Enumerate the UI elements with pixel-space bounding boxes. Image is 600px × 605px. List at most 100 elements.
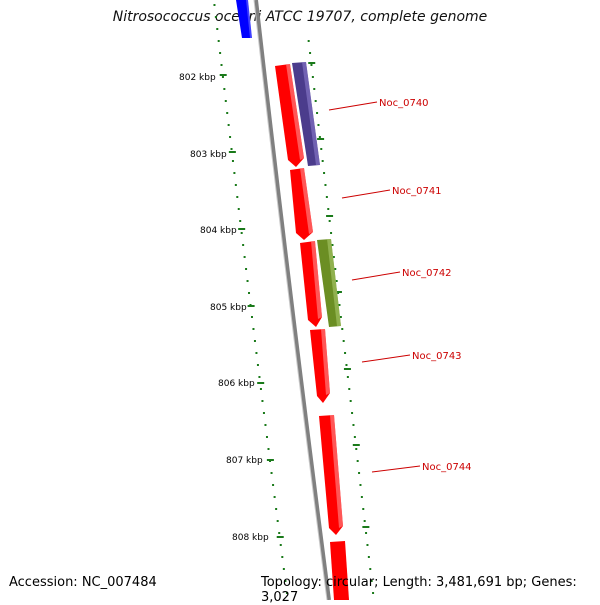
cds-highlight [311, 241, 322, 319]
ring-dot [372, 592, 375, 594]
tick-label: 806 kbp [218, 379, 255, 389]
ring-dot [324, 184, 327, 186]
ring-dot [351, 412, 354, 414]
reverse-cds-feature[interactable] [236, 0, 252, 38]
cds-highlight [330, 415, 343, 528]
genome-backbone [254, 0, 331, 600]
map-title: Nitrosococcus oceani ATCC 19707, complet… [112, 9, 488, 25]
tick-label: 807 kbp [226, 456, 263, 466]
ruler-dot [279, 544, 282, 546]
kbp-tick-mark [257, 382, 265, 384]
leader-line-noc-0741 [341, 189, 391, 199]
ruler-dot [278, 532, 281, 534]
cds-highlight [286, 64, 304, 160]
ruler-dot [252, 328, 255, 330]
gene-label[interactable]: Noc_0744 [422, 462, 472, 473]
ring-dot [313, 88, 316, 90]
kbp-tick-mark [238, 228, 246, 230]
gene-label[interactable]: Noc_0742 [402, 268, 452, 279]
ring-dot [342, 340, 345, 342]
ring-dot [327, 208, 330, 210]
gene-label[interactable]: Noc_0741 [392, 186, 442, 197]
gene-label[interactable]: Noc_0740 [379, 98, 429, 109]
ruler-dot [213, 4, 216, 6]
ring-dot [362, 508, 365, 510]
ruler-dot [261, 400, 264, 402]
cds-highlight [321, 329, 330, 395]
ring-dot [369, 568, 372, 570]
gene-label[interactable]: Noc_0743 [412, 351, 462, 362]
ruler-dot [214, 16, 217, 18]
ring-dot [360, 496, 363, 498]
ruler-dot [285, 592, 288, 594]
ring-dot [330, 232, 333, 234]
ring-dot [353, 436, 356, 438]
ruler-dot [234, 184, 237, 186]
cds-feature[interactable] [275, 64, 304, 167]
ring-dot [367, 556, 370, 558]
ring-tick-mark [334, 291, 342, 293]
leader-line-noc-0740 [328, 101, 378, 111]
ring-dot [365, 532, 368, 534]
ring-tick-mark [362, 526, 370, 528]
cds-feature[interactable] [319, 415, 343, 535]
ring-dot [323, 172, 326, 174]
genome-backbone-highlight [253, 0, 328, 600]
ring-dot [349, 400, 352, 402]
ruler-dot [219, 52, 222, 54]
ruler-dot [256, 364, 259, 366]
ruler-dot [270, 472, 273, 474]
ring-dot [335, 280, 338, 282]
ring-dot [331, 244, 334, 246]
ruler-dot [227, 124, 230, 126]
ruler-dot [240, 232, 243, 234]
ring-dot [310, 64, 313, 66]
ring-dot [341, 328, 344, 330]
ruler-dot [239, 220, 242, 222]
ring-dot [355, 448, 358, 450]
ring-dot [316, 112, 319, 114]
kbp-tick-mark [228, 151, 236, 153]
purple-feature-highlight [302, 62, 320, 165]
ruler-dot [282, 568, 285, 570]
ring-dot [344, 352, 347, 354]
ruler-dot [259, 388, 262, 390]
tick-label: 802 kbp [179, 73, 216, 83]
leader-line-noc-0743 [361, 354, 411, 363]
cds-feature[interactable] [330, 541, 349, 600]
ruler-dot [265, 436, 268, 438]
ring-dot [346, 376, 349, 378]
green-feature-highlight [327, 239, 341, 326]
tick-label: 803 kbp [190, 150, 227, 160]
ring-dot [345, 364, 348, 366]
ruler-dot [243, 256, 246, 258]
kbp-tick-mark [276, 536, 284, 538]
tick-label: 804 kbp [200, 226, 237, 236]
ring-dot [309, 52, 312, 54]
ruler-dot [231, 160, 234, 162]
cds-feature[interactable] [290, 168, 313, 240]
ring-dot [366, 544, 369, 546]
ring-dot [311, 76, 314, 78]
ring-dot [356, 460, 359, 462]
ring-dot [332, 256, 335, 258]
ring-dot [321, 160, 324, 162]
ruler-dot [245, 268, 248, 270]
ruler-dot [275, 508, 278, 510]
ruler-dot [262, 412, 265, 414]
ring-tick-mark [352, 444, 360, 446]
ring-dot [370, 580, 373, 582]
tick-label: 805 kbp [210, 303, 247, 313]
forward-cds-features [275, 64, 349, 600]
ruler-dot [258, 376, 261, 378]
ruler-dot [281, 556, 284, 558]
ring-dot [348, 388, 351, 390]
ruler-dot [224, 100, 227, 102]
cds-highlight [300, 168, 313, 234]
ruler-dot [264, 424, 267, 426]
ruler-dot [226, 112, 229, 114]
ring-dot [338, 304, 341, 306]
ruler-dot [223, 88, 226, 90]
ring-tick-mark [308, 62, 316, 64]
kbp-tick-mark [219, 74, 227, 76]
